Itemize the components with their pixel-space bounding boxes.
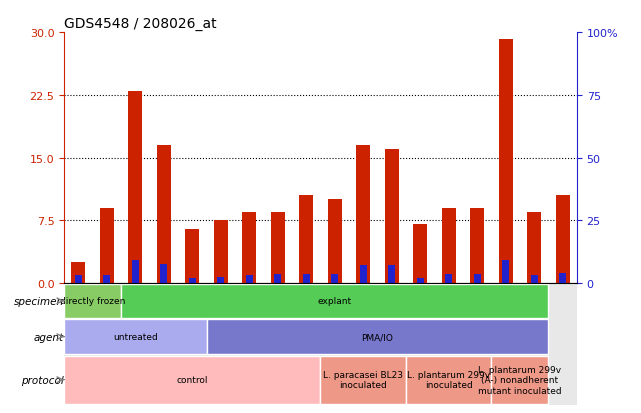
FancyBboxPatch shape bbox=[64, 284, 121, 318]
Text: PMA/IO: PMA/IO bbox=[362, 332, 394, 341]
Bar bbox=[103, 276, 110, 283]
Text: control: control bbox=[176, 375, 208, 384]
Bar bbox=[188, 278, 196, 283]
Bar bbox=[356, 146, 370, 283]
FancyBboxPatch shape bbox=[492, 356, 549, 404]
Bar bbox=[75, 276, 82, 283]
Bar bbox=[413, 225, 428, 283]
Bar bbox=[132, 261, 139, 283]
Bar bbox=[274, 275, 281, 283]
Text: directly frozen: directly frozen bbox=[60, 297, 125, 306]
Bar bbox=[531, 276, 538, 283]
FancyBboxPatch shape bbox=[64, 320, 206, 354]
Text: L. plantarum 299v
(A-) nonadherent
mutant inoculated: L. plantarum 299v (A-) nonadherent mutan… bbox=[478, 365, 562, 394]
Bar bbox=[299, 196, 313, 283]
Bar bbox=[160, 264, 167, 283]
Bar bbox=[442, 208, 456, 283]
Bar bbox=[417, 278, 424, 283]
Text: agent: agent bbox=[33, 332, 63, 342]
Bar bbox=[474, 275, 481, 283]
Text: L. paracasei BL23
inoculated: L. paracasei BL23 inoculated bbox=[323, 370, 403, 389]
Bar bbox=[271, 212, 285, 283]
Bar bbox=[331, 275, 338, 283]
Bar bbox=[385, 150, 399, 283]
Bar bbox=[502, 261, 509, 283]
FancyBboxPatch shape bbox=[206, 320, 549, 354]
Text: untreated: untreated bbox=[113, 332, 158, 341]
Bar bbox=[559, 273, 566, 283]
Text: L. plantarum 299v
inoculated: L. plantarum 299v inoculated bbox=[407, 370, 490, 389]
Bar bbox=[303, 275, 310, 283]
Bar bbox=[470, 208, 485, 283]
Bar bbox=[71, 262, 85, 283]
Bar bbox=[242, 212, 256, 283]
Bar bbox=[185, 229, 199, 283]
Text: specimen: specimen bbox=[13, 296, 63, 306]
Text: protocol: protocol bbox=[21, 375, 63, 385]
Bar bbox=[328, 200, 342, 283]
Bar bbox=[527, 212, 541, 283]
Bar bbox=[100, 208, 114, 283]
FancyBboxPatch shape bbox=[320, 356, 406, 404]
FancyBboxPatch shape bbox=[406, 356, 492, 404]
Bar bbox=[360, 266, 367, 283]
Bar bbox=[499, 40, 513, 283]
Bar bbox=[156, 146, 171, 283]
Text: explant: explant bbox=[318, 297, 352, 306]
Bar bbox=[217, 277, 224, 283]
Bar bbox=[213, 221, 228, 283]
Bar bbox=[246, 276, 253, 283]
Bar bbox=[445, 275, 453, 283]
FancyBboxPatch shape bbox=[64, 356, 321, 404]
Bar bbox=[388, 266, 395, 283]
Bar bbox=[128, 91, 142, 283]
FancyBboxPatch shape bbox=[121, 284, 549, 318]
Bar bbox=[556, 196, 570, 283]
Text: GDS4548 / 208026_at: GDS4548 / 208026_at bbox=[64, 17, 217, 31]
